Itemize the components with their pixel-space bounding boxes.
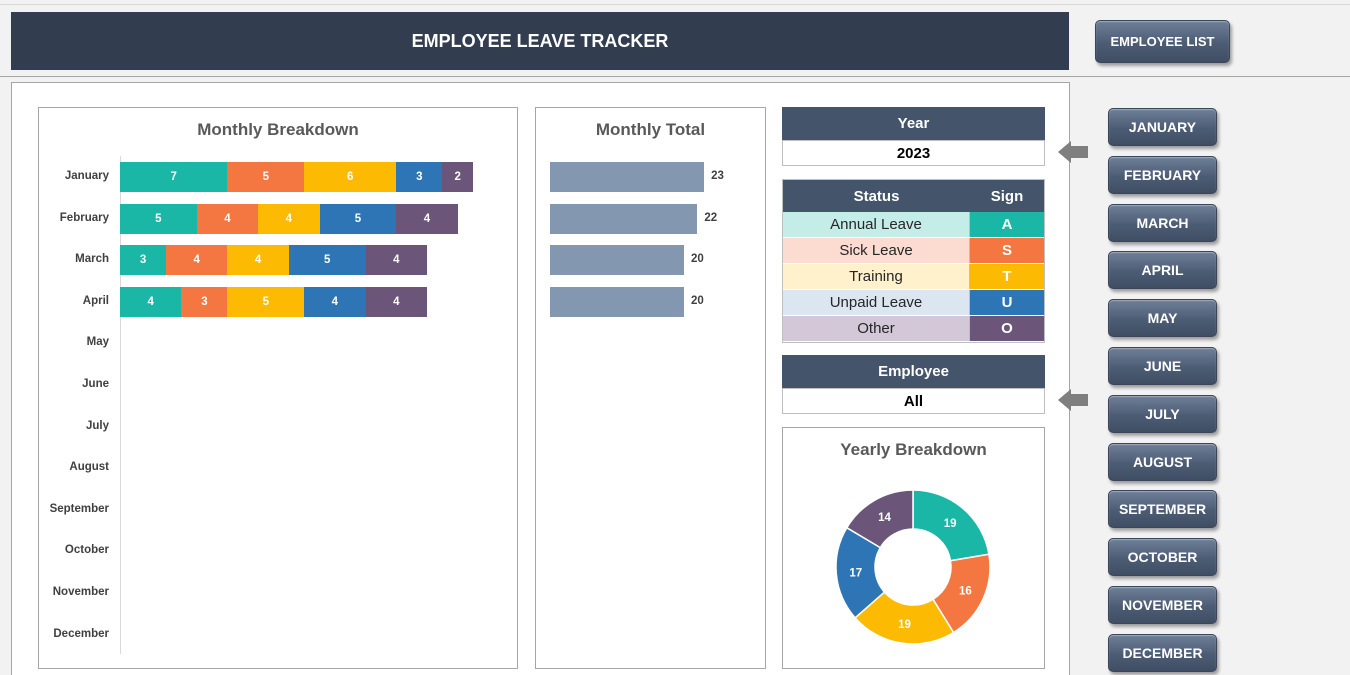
donut-slice-label: 19 (944, 518, 957, 530)
month-button-october[interactable]: OCTOBER (1108, 538, 1217, 577)
bar-segment-unpaid: 5 (319, 203, 397, 234)
bar-segment-unpaid: 4 (304, 286, 366, 317)
status-table-header: Status Sign (783, 180, 1044, 212)
month-button-december[interactable]: DECEMBER (1108, 633, 1217, 672)
month-label: September (49, 502, 109, 515)
total-value-label: 20 (691, 253, 704, 266)
month-label: June (82, 378, 109, 390)
status-sign: U (970, 290, 1044, 315)
employee-value[interactable]: All (782, 388, 1045, 414)
bar-segment-sick: 4 (196, 203, 259, 234)
month-label: May (86, 336, 109, 349)
status-row: Sick Leave S (783, 238, 1044, 264)
month-button-april[interactable]: APRIL (1108, 251, 1217, 290)
bar-segment-unpaid: 3 (396, 162, 443, 192)
monthly-breakdown-panel: Monthly Breakdown January 7 5 6 3 2 February 5 4… (38, 107, 518, 669)
bar-segment-annual: 7 (120, 162, 228, 192)
month-button-may[interactable]: MAY (1108, 299, 1217, 338)
yearly-breakdown-title: Yearly Breakdown (840, 440, 987, 459)
employee-list-button[interactable]: EMPLOYEE LIST (1095, 20, 1230, 63)
month-button-august[interactable]: AUGUST (1108, 442, 1217, 481)
bar-segment-annual: 3 (120, 245, 167, 276)
monthly-total-title: Monthly Total (595, 120, 706, 139)
page-title: EMPLOYEE LEAVE TRACKER (11, 12, 1069, 70)
donut-slice-label: 17 (849, 567, 862, 579)
month-label: July (85, 419, 109, 432)
header-divider (0, 76, 1350, 77)
employee-header: Employee (782, 355, 1045, 388)
status-row: Unpaid Leave U (783, 290, 1044, 316)
donut-slice-other (845, 489, 914, 549)
donut-slice-label: 19 (898, 619, 911, 631)
donut-slice-label: 14 (878, 512, 891, 524)
status-name: Training (783, 264, 970, 289)
bar-segment-other: 4 (365, 245, 427, 276)
month-button-march[interactable]: MARCH (1108, 203, 1217, 242)
month-button-november[interactable]: NOVEMBER (1108, 586, 1217, 624)
bar-segment-training: 6 (304, 162, 397, 192)
month-label: October (64, 544, 109, 557)
month-label: August (69, 461, 109, 474)
bar-segment-annual: 4 (120, 286, 182, 317)
month-label: November (52, 586, 109, 598)
bar-segment-sick: 3 (181, 286, 228, 317)
donut-slice-label: 16 (959, 586, 972, 598)
month-button-february[interactable]: FEBRUARY (1108, 155, 1217, 194)
bar-segment-annual: 5 (120, 203, 197, 234)
monthly-breakdown-chart: January 7 5 6 3 2 February 5 4 4 5 4 March 3 4 4 5 4 April… (39, 108, 519, 670)
dashboard-area: Monthly Breakdown January 7 5 6 3 2 February 5 4… (11, 82, 1070, 675)
status-column-header: Status (853, 187, 900, 205)
status-name: Annual Leave (783, 212, 970, 237)
month-label: December (53, 627, 109, 640)
status-row: Annual Leave A (783, 212, 1044, 238)
bar-segment-unpaid: 5 (288, 245, 366, 276)
bar-segment-training: 5 (227, 286, 305, 317)
yearly-breakdown-panel: Yearly Breakdown 19 16 19 17 14 (782, 427, 1045, 669)
bar-segment-sick: 5 (227, 162, 305, 192)
top-border (0, 4, 1350, 5)
status-sign: A (970, 212, 1044, 237)
yearly-breakdown-donut: 19 16 19 17 14 (835, 489, 991, 645)
status-row: Training T (783, 264, 1044, 290)
month-button-september[interactable]: SEPTEMBER (1108, 490, 1217, 529)
total-bar (550, 286, 684, 317)
total-bar (550, 203, 698, 234)
month-label: April (82, 294, 109, 307)
bar-segment-other: 4 (365, 286, 427, 317)
status-name: Unpaid Leave (783, 290, 970, 315)
year-header: Year (782, 107, 1045, 140)
status-name: Other (783, 316, 970, 341)
month-label: February (59, 211, 109, 224)
status-sign: T (970, 264, 1044, 289)
monthly-breakdown-title: Monthly Breakdown (197, 120, 359, 139)
status-table: Status Sign Annual Leave A Sick Leave S Trai… (782, 179, 1045, 343)
bar-segment-training: 4 (227, 245, 289, 276)
bar-segment-other: 2 (442, 162, 474, 192)
total-value-label: 23 (711, 170, 724, 182)
total-bar (550, 162, 705, 192)
month-button-january[interactable]: JANUARY (1108, 108, 1217, 146)
total-value-label: 22 (704, 211, 718, 224)
bar-segment-sick: 4 (166, 245, 228, 276)
status-sign: O (970, 316, 1044, 341)
month-label: March (75, 253, 109, 266)
status-sign: S (970, 238, 1044, 263)
status-name: Sick Leave (783, 238, 970, 263)
employee-arrow-icon (1058, 389, 1088, 411)
month-label: January (64, 170, 109, 182)
monthly-total-chart: 23 22 20 20 (536, 108, 767, 670)
status-row: Other O (783, 316, 1044, 342)
category-axis-line (120, 156, 121, 654)
bar-segment-other: 4 (396, 203, 458, 234)
sign-column-header: Sign (990, 187, 1024, 205)
monthly-total-panel: Monthly Total 23 22 20 20 (535, 107, 766, 669)
year-arrow-icon (1058, 141, 1088, 163)
total-bar (550, 245, 684, 276)
bar-segment-training: 4 (258, 203, 320, 234)
year-value[interactable]: 2023 (782, 140, 1045, 166)
month-button-june[interactable]: JUNE (1108, 347, 1217, 385)
total-value-label: 20 (691, 294, 704, 307)
month-button-july[interactable]: JULY (1108, 394, 1217, 433)
